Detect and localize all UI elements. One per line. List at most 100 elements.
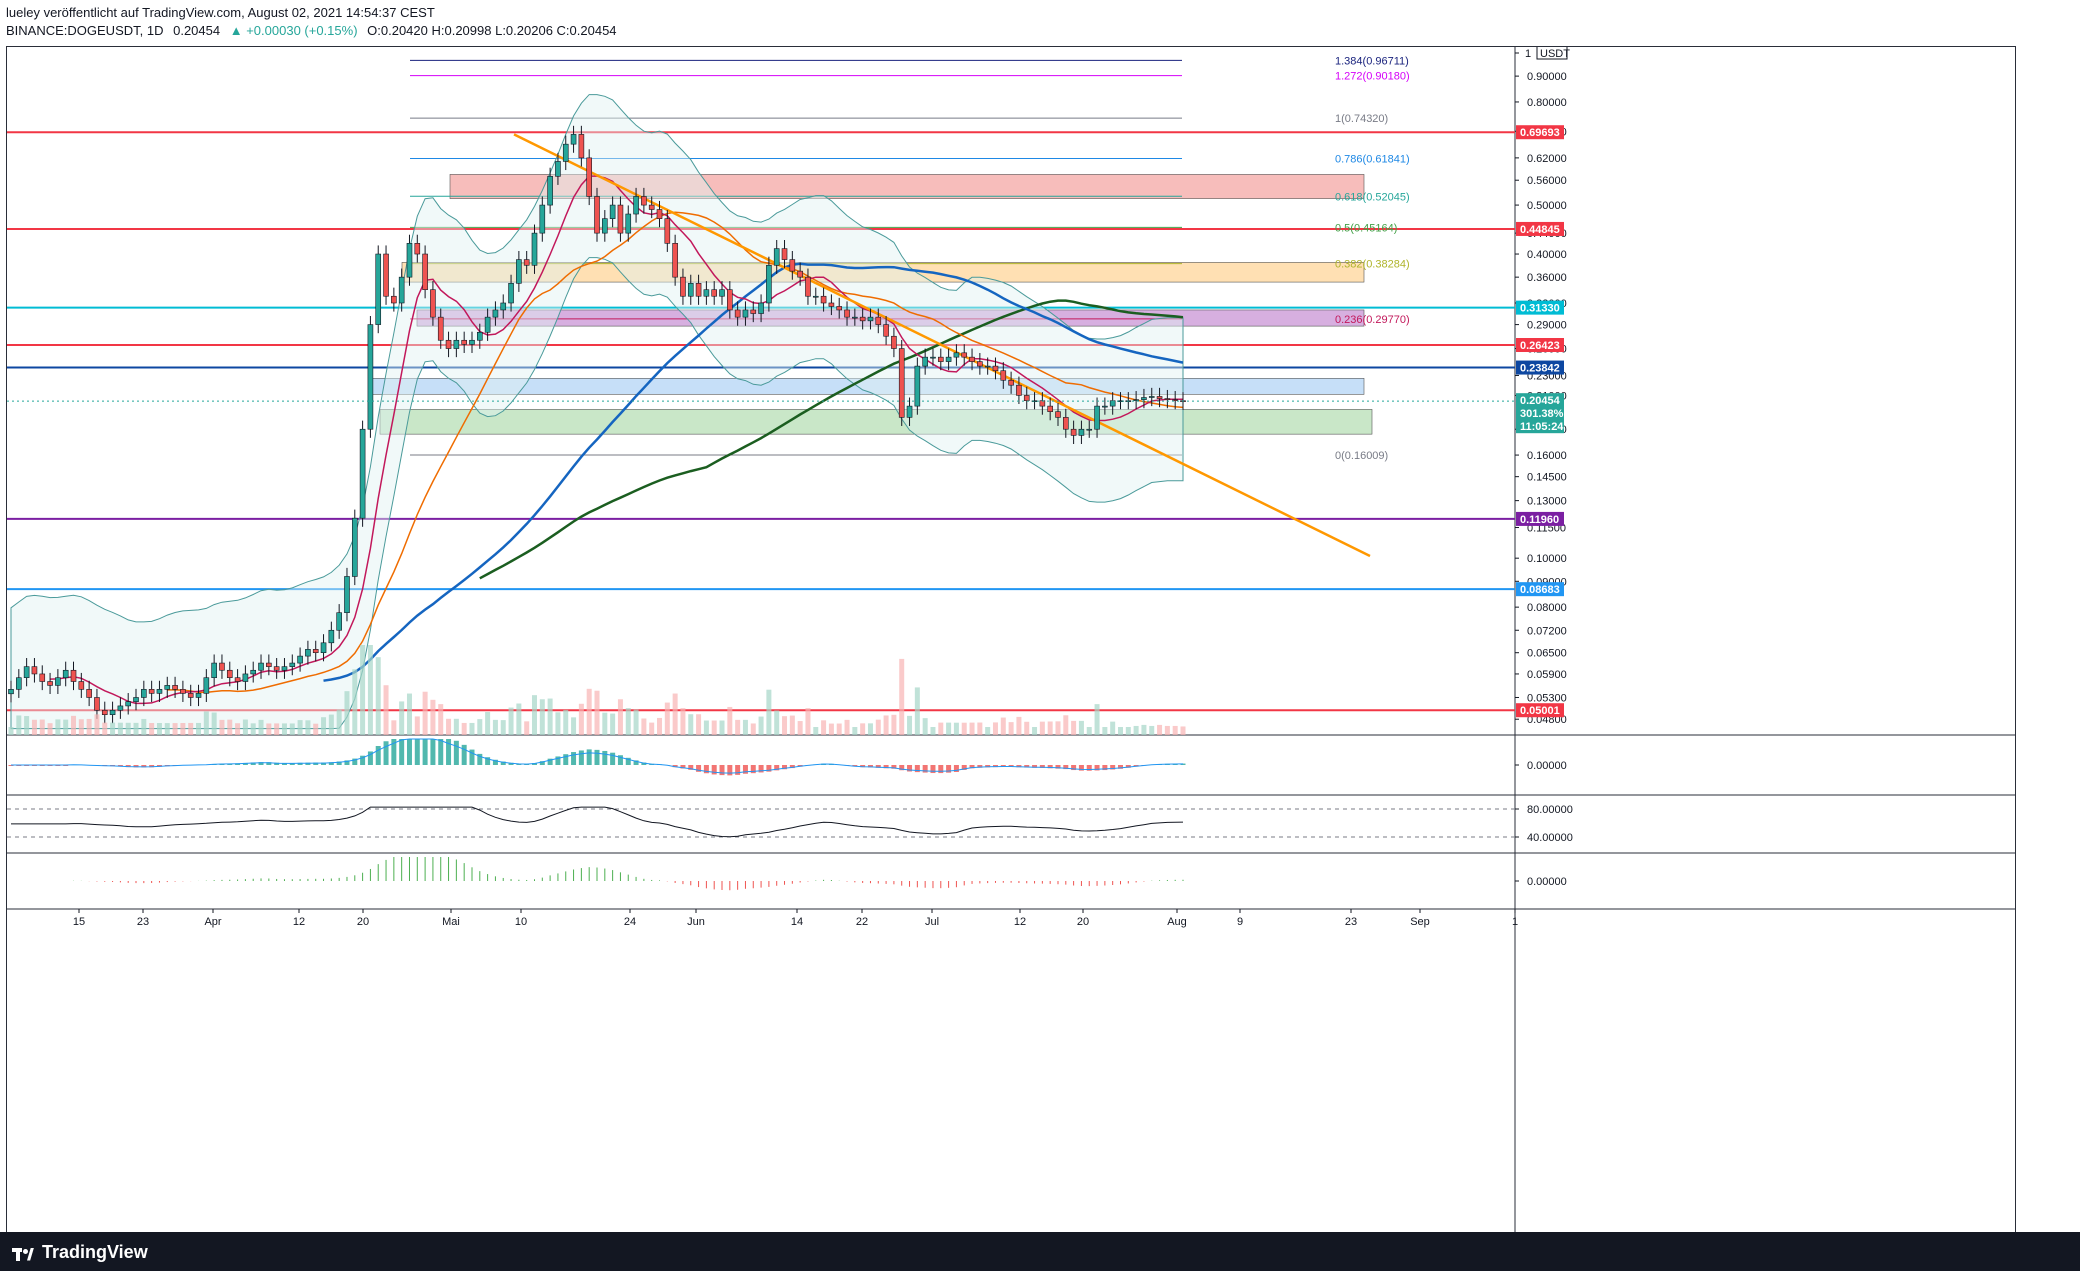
candle-body-5 [47, 681, 53, 686]
volume-bar-123 [969, 722, 975, 735]
x-tick-label-15: 9 [1237, 916, 1243, 928]
volume-bar-52 [414, 716, 420, 735]
candle-body-65 [516, 259, 522, 284]
candle-body-19 [156, 689, 163, 694]
macd-hist-137 [1078, 765, 1084, 771]
macd-hist-58 [461, 744, 467, 765]
volume-bar-135 [1063, 715, 1069, 735]
volume-bar-54 [430, 699, 436, 735]
volume-bar-46 [367, 645, 373, 735]
candle-body-21 [172, 685, 178, 690]
candle-body-27 [219, 662, 225, 671]
macd-hist-134 [1055, 765, 1061, 769]
macd-hist-94 [742, 765, 748, 774]
volume-bar-94 [742, 719, 748, 735]
candle-body-95 [750, 309, 757, 314]
y-tick-label-24: 0.06500 [1527, 648, 1567, 660]
candle-body-93 [734, 309, 741, 318]
brand[interactable]: TradingView [12, 1242, 148, 1263]
macd-hist-68 [539, 761, 545, 765]
macd-hist-141 [1110, 765, 1116, 770]
volume-bar-70 [555, 712, 561, 735]
candle-body-116 [914, 365, 921, 407]
macd-hist-111 [875, 765, 881, 768]
candle-body-74 [586, 157, 592, 197]
candle-body-3 [31, 666, 38, 675]
macd-hist-132 [1039, 765, 1045, 768]
candle-body-85 [672, 243, 678, 278]
volume-bar-98 [774, 710, 780, 735]
volume-bar-61 [485, 712, 491, 735]
macd-hist-73 [578, 750, 584, 765]
candle-body-45 [359, 428, 366, 519]
candle-body-106 [836, 306, 843, 311]
volume-bar-139 [1094, 704, 1100, 735]
chart-frame[interactable]: 15 23 Apr 12 20 Mai 10 24 Jun 14 22 Jul 12 20 Aug 9 23 Se… [6, 46, 2016, 1234]
volume-bar-72 [571, 717, 577, 735]
candle-body-123 [969, 356, 975, 362]
level-badge-1 [1516, 221, 1564, 236]
volume-bar-115 [907, 715, 913, 735]
macd-hist-31 [250, 762, 256, 765]
candle-body-2 [23, 666, 30, 678]
macd-hist-67 [531, 763, 537, 765]
last-price-countdown: 11:05:24 [1520, 421, 1564, 433]
macd-hist-47 [375, 746, 381, 765]
macd-hist-143 [1125, 765, 1131, 768]
macd-hist-51 [406, 739, 412, 765]
candle-body-24 [195, 693, 202, 698]
y-tick-label-6: 0.50000 [1527, 200, 1567, 212]
volume-bar-60 [477, 719, 483, 735]
volume-bar-47 [375, 657, 381, 735]
macd-hist-120 [946, 765, 952, 773]
volume-bar-1 [16, 715, 22, 735]
macd-hist-32 [258, 762, 264, 765]
candle-body-6 [55, 677, 61, 686]
fib-label-6: 0.382(0.38284) [1335, 259, 1410, 271]
volume-bar-91 [719, 720, 725, 735]
level-badge-text-0: 0.69693 [1520, 127, 1560, 139]
y-tick-label-11: 0.29000 [1527, 320, 1567, 332]
candle-body-8 [70, 669, 77, 682]
volume-bar-2 [24, 716, 30, 735]
candle-body-35 [281, 666, 288, 671]
volume-bar-20 [164, 723, 170, 735]
volume-bar-105 [828, 723, 834, 735]
candle-body-149 [1172, 399, 1178, 401]
level-badge-3 [1516, 338, 1564, 353]
ma-50-line [167, 211, 1184, 694]
y-tick-label-27: 0.04800 [1527, 714, 1567, 726]
y-tick-label-25: 0.05900 [1527, 669, 1567, 681]
candle-body-75 [594, 196, 600, 234]
footer-bar: TradingView [0, 1232, 2080, 1271]
macd-hist-54 [430, 739, 436, 765]
candle-body-51 [406, 243, 413, 278]
level-badge-0 [1516, 125, 1564, 140]
volume-bar-0 [8, 727, 14, 735]
volume-bar-125 [985, 727, 991, 735]
macd-hist-55 [438, 739, 444, 765]
symbol-name[interactable]: BINANCE:DOGEUSDT, 1D [6, 23, 164, 38]
macd-hist-109 [860, 765, 866, 768]
macd-hist-93 [735, 765, 741, 775]
volume-bar-134 [1055, 721, 1061, 735]
volume-bar-7 [63, 719, 69, 735]
volume-bar-111 [875, 719, 881, 735]
candle-body-77 [609, 204, 616, 219]
macd-hist-30 [242, 762, 248, 765]
ohlc-values: O:0.20420 H:0.20998 L:0.20206 C:0.20454 [367, 23, 617, 38]
chart-canvas[interactable]: 15 23 Apr 12 20 Mai 10 24 Jun 14 22 Jul 12 20 Aug 9 23 Se… [7, 47, 2015, 1233]
candle-body-103 [812, 295, 819, 298]
candle-body-44 [351, 517, 358, 577]
volume-bar-130 [1024, 721, 1030, 735]
volume-bar-58 [461, 722, 467, 735]
volume-bar-102 [805, 708, 811, 735]
candle-body-99 [781, 248, 788, 260]
candle-body-125 [984, 365, 991, 368]
macd-hist-74 [586, 749, 592, 765]
volume-bar-9 [78, 719, 84, 735]
macd-hist-15 [125, 765, 131, 768]
volume-bar-69 [547, 698, 553, 735]
candle-body-71 [562, 143, 569, 162]
volume-bar-17 [141, 718, 147, 735]
